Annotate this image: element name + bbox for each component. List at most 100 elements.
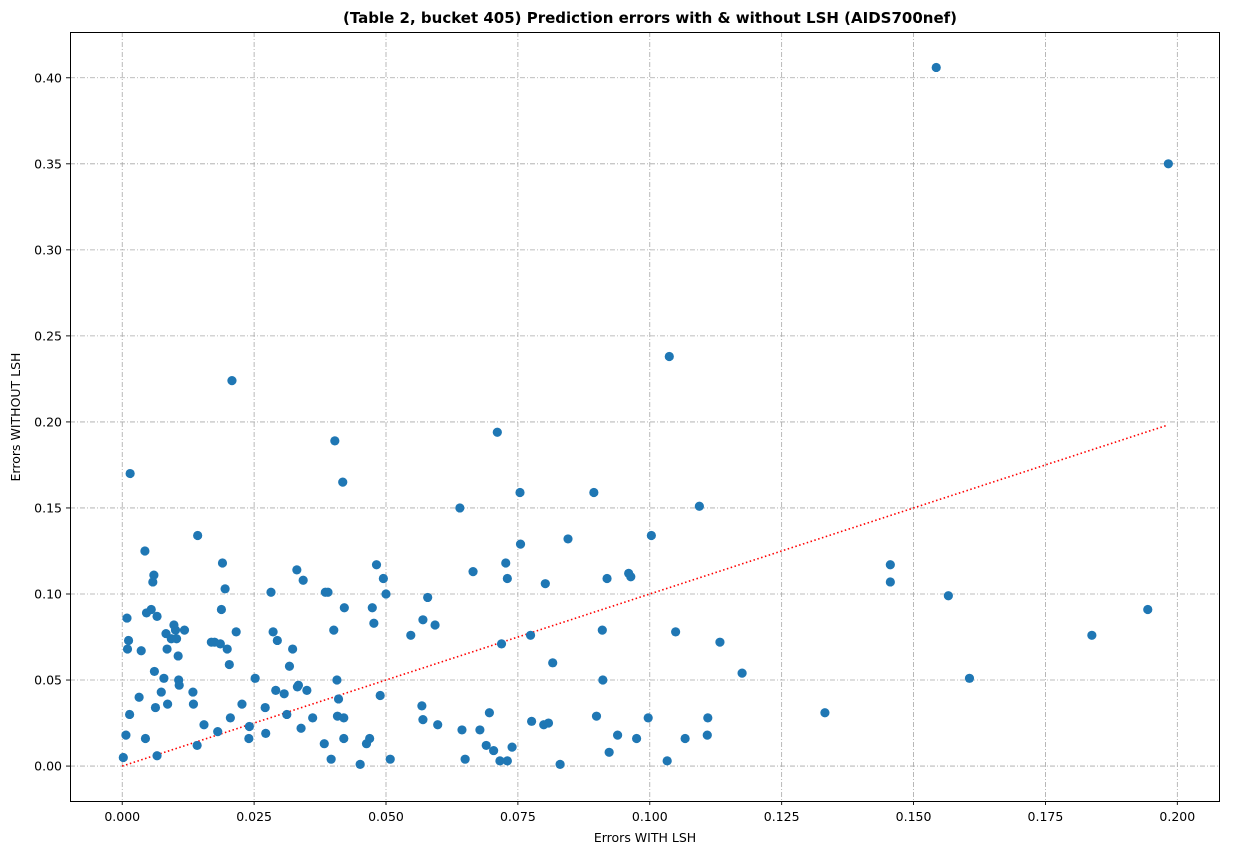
- y-tick-label: 0.15: [34, 500, 62, 515]
- y-axis: 0.00 0.05 0.10 0.15 0.20 0.25 0.30 0.35 0.40: [34, 70, 70, 774]
- data-point: [134, 692, 144, 702]
- data-point: [162, 699, 173, 709]
- data-point: [149, 666, 160, 677]
- data-point: [418, 615, 428, 625]
- data-point: [244, 733, 254, 744]
- y-axis-label: Errors WITHOUT LSH: [8, 353, 23, 482]
- data-point: [1087, 630, 1097, 640]
- data-point: [597, 625, 607, 635]
- data-point: [355, 759, 365, 769]
- data-point: [174, 680, 184, 690]
- data-point: [272, 635, 282, 646]
- data-point: [489, 745, 499, 756]
- data-point: [217, 558, 228, 568]
- data-point: [662, 756, 672, 766]
- data-point: [671, 627, 681, 637]
- x-axis-label: Errors WITH LSH: [594, 830, 696, 845]
- data-point: [385, 754, 395, 764]
- data-point: [215, 639, 225, 649]
- data-point: [417, 701, 427, 711]
- data-point: [715, 637, 725, 647]
- data-point: [199, 720, 209, 730]
- data-point: [282, 709, 292, 720]
- data-point: [156, 687, 166, 697]
- x-tick-label: 0.050: [368, 809, 404, 824]
- data-point: [737, 668, 747, 678]
- data-point: [125, 709, 135, 720]
- data-point: [213, 727, 223, 737]
- data-point: [694, 501, 704, 511]
- data-point: [125, 468, 135, 479]
- data-point: [216, 604, 227, 615]
- data-point: [555, 759, 565, 769]
- chart-title: (Table 2, bucket 405) Prediction errors …: [343, 9, 957, 27]
- reference-line: [121, 424, 1168, 767]
- data-point: [150, 702, 161, 713]
- data-point: [268, 627, 278, 637]
- data-point: [455, 503, 465, 513]
- data-point: [279, 689, 289, 699]
- x-tick-label: 0.000: [104, 809, 140, 824]
- data-point: [288, 644, 298, 654]
- x-tick-label: 0.125: [764, 809, 800, 824]
- data-point: [375, 690, 385, 701]
- data-point: [170, 625, 181, 635]
- data-point: [423, 592, 433, 603]
- data-point: [220, 584, 230, 594]
- data-point: [136, 646, 146, 656]
- data-point: [333, 694, 344, 704]
- data-point: [140, 733, 151, 744]
- data-point: [378, 573, 388, 584]
- data-point: [302, 685, 312, 695]
- data-point: [225, 713, 235, 723]
- data-point: [430, 620, 440, 630]
- data-point: [371, 560, 382, 570]
- data-point: [237, 699, 247, 709]
- data-point: [604, 747, 614, 757]
- data-point: [943, 591, 953, 601]
- y-tick-label: 0.40: [34, 70, 62, 85]
- data-point: [121, 730, 131, 740]
- x-tick-label: 0.025: [236, 809, 272, 824]
- x-tick-label: 0.100: [632, 809, 668, 824]
- data-point: [227, 376, 237, 386]
- y-tick-label: 0.35: [34, 156, 62, 171]
- data-point: [1163, 159, 1173, 169]
- data-point: [492, 427, 502, 437]
- data-point: [146, 604, 156, 615]
- y-tick-label: 0.05: [34, 673, 62, 688]
- data-point: [646, 530, 656, 541]
- data-point: [1143, 604, 1153, 615]
- data-point: [173, 651, 183, 661]
- x-tick-label: 0.150: [896, 809, 932, 824]
- y-tick-label: 0.10: [34, 586, 62, 601]
- data-point: [152, 751, 162, 761]
- data-point: [250, 673, 260, 683]
- data-point: [148, 577, 158, 587]
- y-tick-label: 0.30: [34, 242, 62, 257]
- x-tick-label: 0.075: [500, 809, 536, 824]
- data-point: [152, 611, 162, 621]
- data-point: [964, 673, 975, 683]
- data-point: [931, 62, 941, 73]
- data-point: [332, 675, 342, 685]
- data-point: [515, 487, 525, 498]
- data-point: [460, 754, 470, 764]
- data-point: [820, 708, 830, 718]
- data-point: [502, 756, 512, 766]
- data-point: [319, 739, 329, 749]
- data-point: [323, 587, 333, 597]
- data-point: [193, 530, 203, 541]
- data-point: [171, 634, 182, 644]
- data-point: [457, 725, 467, 735]
- data-point: [631, 733, 642, 744]
- data-point: [589, 487, 599, 498]
- data-point: [339, 603, 349, 613]
- data-point: [468, 567, 478, 577]
- data-point: [612, 730, 623, 740]
- data-point: [643, 713, 653, 723]
- data-point: [369, 618, 379, 628]
- data-point: [381, 589, 391, 599]
- data-point: [260, 702, 270, 713]
